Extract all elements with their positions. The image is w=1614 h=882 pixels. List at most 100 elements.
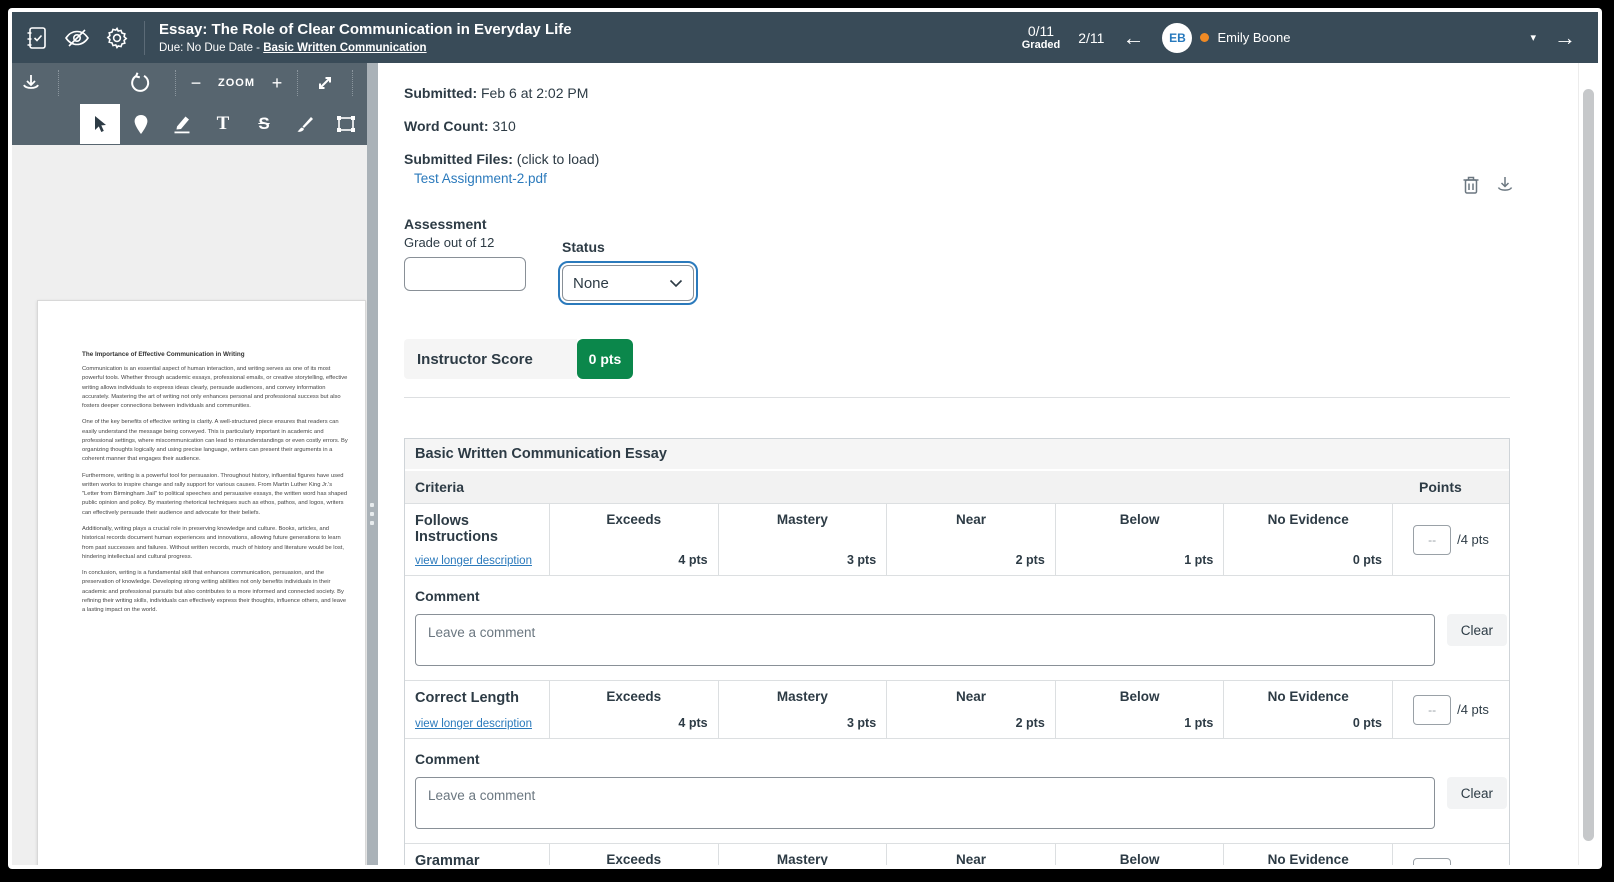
criterion-name: Follows Instructions (415, 513, 498, 545)
rating-cell[interactable]: No Evidence 0 pts (1224, 843, 1393, 865)
instructor-score-bar: Instructor Score 0 pts (404, 339, 633, 379)
assignment-info: Essay: The Role of Clear Communication i… (159, 21, 1022, 54)
due-date-text: Due: No Due Date (159, 41, 253, 54)
submitted-value: Feb 6 at 2:02 PM (481, 85, 589, 101)
section-divider (404, 397, 1510, 398)
settings-gear-icon[interactable] (104, 25, 130, 51)
essay-paragraph: In conclusion, writing is a fundamental … (82, 570, 347, 614)
instructor-score-badge: 0 pts (577, 339, 633, 379)
strikeout-tool-icon[interactable]: S (244, 104, 284, 144)
essay-title: The Importance of Effective Communicatio… (82, 351, 245, 358)
submitted-line: Submitted: Feb 6 at 2:02 PM (404, 85, 1510, 101)
criterion-cell: Follows Instructions view longer descrip… (405, 503, 550, 575)
rating-cell[interactable]: Mastery 3 pts (718, 503, 888, 575)
speedgrader-window: Essay: The Role of Clear Communication i… (8, 8, 1602, 869)
rating-cell[interactable]: Exceeds 4 pts (550, 503, 719, 575)
zoom-in-button[interactable]: + (271, 72, 283, 93)
submitted-files-label: Submitted Files: (404, 151, 513, 167)
view-longer-description-link[interactable]: view longer description (415, 555, 532, 567)
rubric-notebook-icon[interactable] (24, 25, 50, 51)
submitted-label: Submitted: (404, 85, 478, 101)
graded-progress: 0/11 Graded (1021, 22, 1061, 52)
rating-cell[interactable]: Near 2 pts (887, 843, 1056, 865)
area-annotation-tool-icon[interactable] (326, 104, 366, 144)
strike-glyph: S (258, 114, 270, 133)
scrollbar-thumb[interactable] (1583, 89, 1594, 841)
rating-cell[interactable]: Mastery 3 pts (718, 843, 888, 865)
course-section-link[interactable]: Basic Written Communication (263, 41, 427, 54)
document-preview-area[interactable]: The Importance of Effective Communicatio… (12, 145, 367, 865)
chevron-down-icon (669, 279, 683, 288)
criterion-cell: Correct Length view longer description (405, 680, 550, 738)
student-dropdown-caret-icon[interactable]: ▾ (1530, 32, 1536, 44)
criterion-points-cell: /4 pts (1393, 843, 1509, 865)
criteria-column-header: Criteria (405, 471, 550, 503)
delete-file-trash-icon[interactable] (1462, 175, 1480, 195)
point-annotation-pin-tool-icon[interactable] (121, 104, 161, 144)
points-column-header: Points (1393, 471, 1509, 503)
rating-cell[interactable]: Near 2 pts (887, 680, 1056, 738)
header-divider (144, 20, 145, 55)
graded-label: Graded (1021, 39, 1061, 52)
rotate-page-icon[interactable] (121, 66, 159, 100)
document-viewer-panel: − ZOOM + (12, 63, 367, 865)
rating-cell[interactable]: Near 2 pts (887, 503, 1056, 575)
due-separator: - (256, 41, 261, 54)
view-longer-description-link[interactable]: view longer description (415, 718, 532, 730)
status-selected-value: None (573, 274, 609, 292)
toolbar-separator (175, 70, 176, 96)
splitter-drag-handle-icon[interactable] (370, 503, 374, 525)
grade-input[interactable] (404, 257, 526, 291)
criterion-points-total: /4 pts (1457, 702, 1489, 717)
rubric-table: Basic Written Communication Essay Criter… (404, 438, 1510, 865)
zoom-label: ZOOM (218, 77, 255, 89)
select-cursor-tool-icon[interactable] (80, 104, 120, 144)
free-draw-brush-tool-icon[interactable] (285, 104, 325, 144)
rating-cell[interactable]: No Evidence 0 pts (1224, 680, 1393, 738)
comment-textarea[interactable] (415, 614, 1435, 666)
status-field-group: Status None (558, 216, 698, 305)
download-document-icon[interactable] (12, 66, 50, 100)
status-label: Status (562, 239, 605, 255)
hide-grades-eye-slash-icon[interactable] (64, 25, 90, 51)
clear-comment-button[interactable]: Clear (1446, 777, 1507, 809)
panel-resize-splitter[interactable] (367, 63, 378, 865)
criterion-points-cell: /4 pts (1393, 680, 1509, 738)
rating-cell[interactable]: Exceeds 4 pts (550, 843, 719, 865)
essay-paragraph: Additionally, writing plays a crucial ro… (82, 525, 344, 560)
rating-cell[interactable]: Mastery 3 pts (718, 680, 888, 738)
student-selector[interactable]: EB Emily Boone (1162, 22, 1382, 53)
rating-cell[interactable]: Below 1 pts (1055, 503, 1225, 575)
free-text-tool-icon[interactable]: T (203, 104, 243, 144)
criterion-score-input[interactable] (1413, 857, 1452, 865)
clear-comment-button[interactable]: Clear (1446, 614, 1507, 646)
status-select[interactable]: None (558, 261, 698, 305)
zoom-out-button[interactable]: − (190, 72, 202, 93)
annotation-toolbar: T S (12, 103, 367, 145)
rating-cell[interactable]: Exceeds 4 pts (550, 680, 719, 738)
criterion-points-total: /4 pts (1457, 532, 1489, 547)
next-student-arrow-icon[interactable]: → (1554, 24, 1576, 50)
essay-paragraph: One of the key benefits of effective wri… (82, 419, 348, 463)
pdf-page[interactable]: The Importance of Effective Communicatio… (37, 300, 366, 865)
fullscreen-expand-icon[interactable] (306, 66, 344, 100)
assessment-title: Assessment (404, 216, 487, 232)
rating-cell[interactable]: Below 1 pts (1055, 680, 1225, 738)
graded-count: 0/11 (1027, 22, 1055, 39)
previous-student-arrow-icon[interactable]: ← (1122, 24, 1145, 50)
criterion-score-input[interactable] (1413, 524, 1452, 555)
rating-cell[interactable]: No Evidence 0 pts (1224, 503, 1393, 575)
essay-paragraph: Furthermore, writing is a powerful tool … (82, 472, 348, 516)
student-position-count: 2/11 (1078, 29, 1105, 46)
grading-panel-scrollbar[interactable] (1578, 63, 1598, 865)
highlight-tool-icon[interactable] (162, 104, 202, 144)
comment-label: Comment (415, 751, 480, 767)
download-file-icon[interactable] (1496, 175, 1514, 195)
student-name: Emily Boone (1217, 30, 1291, 45)
rating-cell[interactable]: Below 1 pts (1055, 843, 1225, 865)
criterion-score-input[interactable] (1413, 694, 1452, 725)
comment-textarea[interactable] (415, 777, 1435, 829)
criterion-points-cell: /4 pts (1393, 503, 1509, 575)
submission-file-link[interactable]: Test Assignment-2.pdf (414, 171, 547, 186)
word-count-line: Word Count: 310 (404, 118, 1510, 134)
